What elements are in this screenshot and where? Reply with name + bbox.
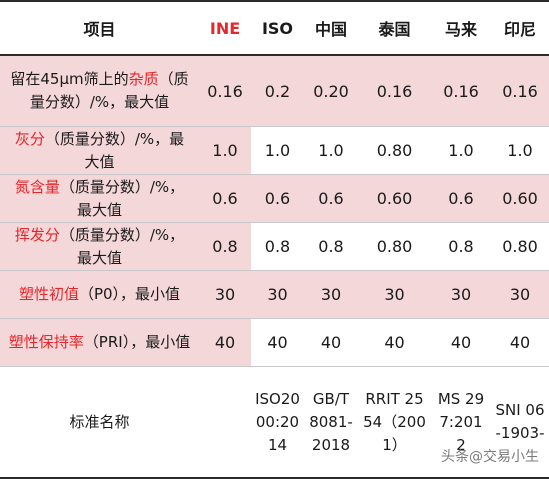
label-highlight: 塑性初值 [18,285,79,303]
header-malaysia: 马来 [431,0,491,56]
value-iso: 0.2 [251,55,304,127]
header-ine: INE [199,0,251,56]
value-china: 0.6 [304,174,358,223]
value-china: 30 [304,270,358,319]
label-highlight: 灰分 [14,129,45,148]
value-malaysia: 0.6 [431,174,491,223]
standard-name-row: 标准名称 ISO2000:2014 GB/T 8081-2018 RRIT 25… [0,366,549,479]
value-thailand: 0.60 [358,174,431,223]
value-indonesia: 40 [491,318,549,367]
watermark-text: 头条@交易小生 [441,449,539,465]
value-thailand: 0.80 [358,222,431,271]
label-text: （P0），最小值 [78,285,181,303]
label-highlight: 杂质 [128,70,159,88]
label-text: （质量分数）/%，最大值 [29,70,189,111]
value-indonesia: 1.0 [491,126,549,175]
table-row: 塑性初值（P0），最小值 30 30 30 30 30 30 [0,270,549,319]
value-thailand: 40 [358,318,431,367]
header-indonesia: 印尼 [491,0,549,56]
row-label: 氮含量（质量分数）/%，最大值 [0,174,199,223]
value-iso: 1.0 [251,126,304,175]
header-thailand: 泰国 [358,0,431,56]
row-label: 留在45μm筛上的杂质（质量分数）/%，最大值 [0,55,199,127]
standard-china: GB/T 8081-2018 [304,366,358,479]
value-ine: 0.6 [199,174,251,223]
label-text: （PRI），最小值 [83,333,191,351]
value-china: 0.8 [304,222,358,271]
value-china: 40 [304,318,358,367]
value-iso: 0.8 [251,222,304,271]
label-text: （质量分数）/%，最大值 [59,177,185,219]
label-highlight: 塑性保持率 [8,333,84,351]
row-label: 塑性初值（P0），最小值 [0,270,199,319]
value-iso: 0.6 [251,174,304,223]
label-text: 留在45μm筛上的 [10,70,129,88]
value-malaysia: 40 [431,318,491,367]
table-row: 塑性保持率（PRI），最小值 40 40 40 40 40 40 [0,318,549,367]
value-ine: 1.0 [199,126,251,175]
header-iso: ISO [251,0,304,56]
value-thailand: 30 [358,270,431,319]
table-row: 留在45μm筛上的杂质（质量分数）/%，最大值 0.16 0.2 0.20 0.… [0,55,549,127]
table-row: 氮含量（质量分数）/%，最大值 0.6 0.6 0.6 0.60 0.6 0.6… [0,174,549,223]
row-label: 挥发分（质量分数）/%，最大值 [0,222,199,271]
value-malaysia: 0.8 [431,222,491,271]
label-text: （质量分数）/%，最大值 [44,129,185,171]
header-row: 项目 INE ISO 中国 泰国 马来 印尼 [0,0,549,56]
standard-thailand: RRIT 2554（2001） [358,366,431,479]
value-ine: 40 [199,318,251,367]
value-indonesia: 0.80 [491,222,549,271]
label-highlight: 挥发分 [14,225,60,244]
value-indonesia: 0.16 [491,55,549,127]
value-ine: 0.16 [199,55,251,127]
table-row: 灰分（质量分数）/%，最大值 1.0 1.0 1.0 0.80 1.0 1.0 [0,126,549,175]
value-iso: 40 [251,318,304,367]
header-item: 项目 [0,0,199,56]
label-highlight: 氮含量 [14,177,60,196]
value-china: 0.20 [304,55,358,127]
header-china: 中国 [304,0,358,56]
standard-malaysia: MS 297:2012 [431,366,491,479]
value-iso: 30 [251,270,304,319]
value-china: 1.0 [304,126,358,175]
value-thailand: 0.16 [358,55,431,127]
standard-iso: ISO2000:2014 [251,366,304,479]
value-ine: 0.8 [199,222,251,271]
value-indonesia: 30 [491,270,549,319]
label-text: （质量分数）/%，最大值 [59,225,185,267]
value-malaysia: 0.16 [431,55,491,127]
standard-indonesia: SNI 06-1903- [491,366,549,479]
standard-ine [199,366,251,479]
value-ine: 30 [199,270,251,319]
value-malaysia: 30 [431,270,491,319]
row-label: 塑性保持率（PRI），最小值 [0,318,199,367]
value-malaysia: 1.0 [431,126,491,175]
row-label: 灰分（质量分数）/%，最大值 [0,126,199,175]
value-indonesia: 0.60 [491,174,549,223]
row-label: 标准名称 [0,366,199,479]
value-thailand: 0.80 [358,126,431,175]
table-row: 挥发分（质量分数）/%，最大值 0.8 0.8 0.8 0.80 0.8 0.8… [0,222,549,271]
